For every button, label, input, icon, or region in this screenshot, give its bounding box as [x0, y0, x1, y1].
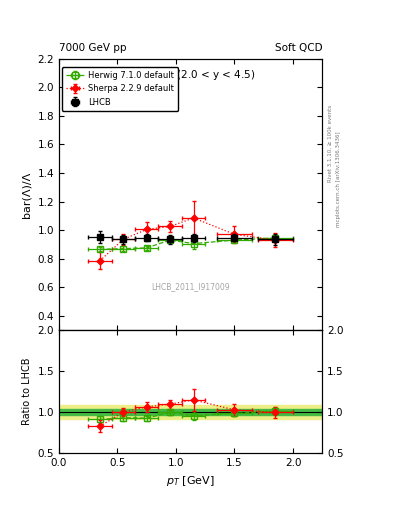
X-axis label: $p_T$ [GeV]: $p_T$ [GeV]	[166, 474, 215, 487]
Text: Soft QCD: Soft QCD	[275, 44, 322, 53]
Text: $\bar{\Lambda}/\Lambda$ vs $p_T$ (2.0 < y < 4.5): $\bar{\Lambda}/\Lambda$ vs $p_T$ (2.0 < …	[126, 67, 255, 83]
Y-axis label: Ratio to LHCB: Ratio to LHCB	[22, 358, 32, 425]
Text: Rivet 3.1.10, ≥ 100k events: Rivet 3.1.10, ≥ 100k events	[328, 105, 333, 182]
Text: mcplots.cern.ch [arXiv:1306.3436]: mcplots.cern.ch [arXiv:1306.3436]	[336, 132, 341, 227]
Text: 7000 GeV pp: 7000 GeV pp	[59, 44, 127, 53]
Text: LHCB_2011_I917009: LHCB_2011_I917009	[151, 282, 230, 291]
Y-axis label: bar(Λ)/Λ: bar(Λ)/Λ	[22, 172, 32, 218]
Legend: Herwig 7.1.0 default, Sherpa 2.2.9 default, LHCB: Herwig 7.1.0 default, Sherpa 2.2.9 defau…	[62, 67, 178, 111]
